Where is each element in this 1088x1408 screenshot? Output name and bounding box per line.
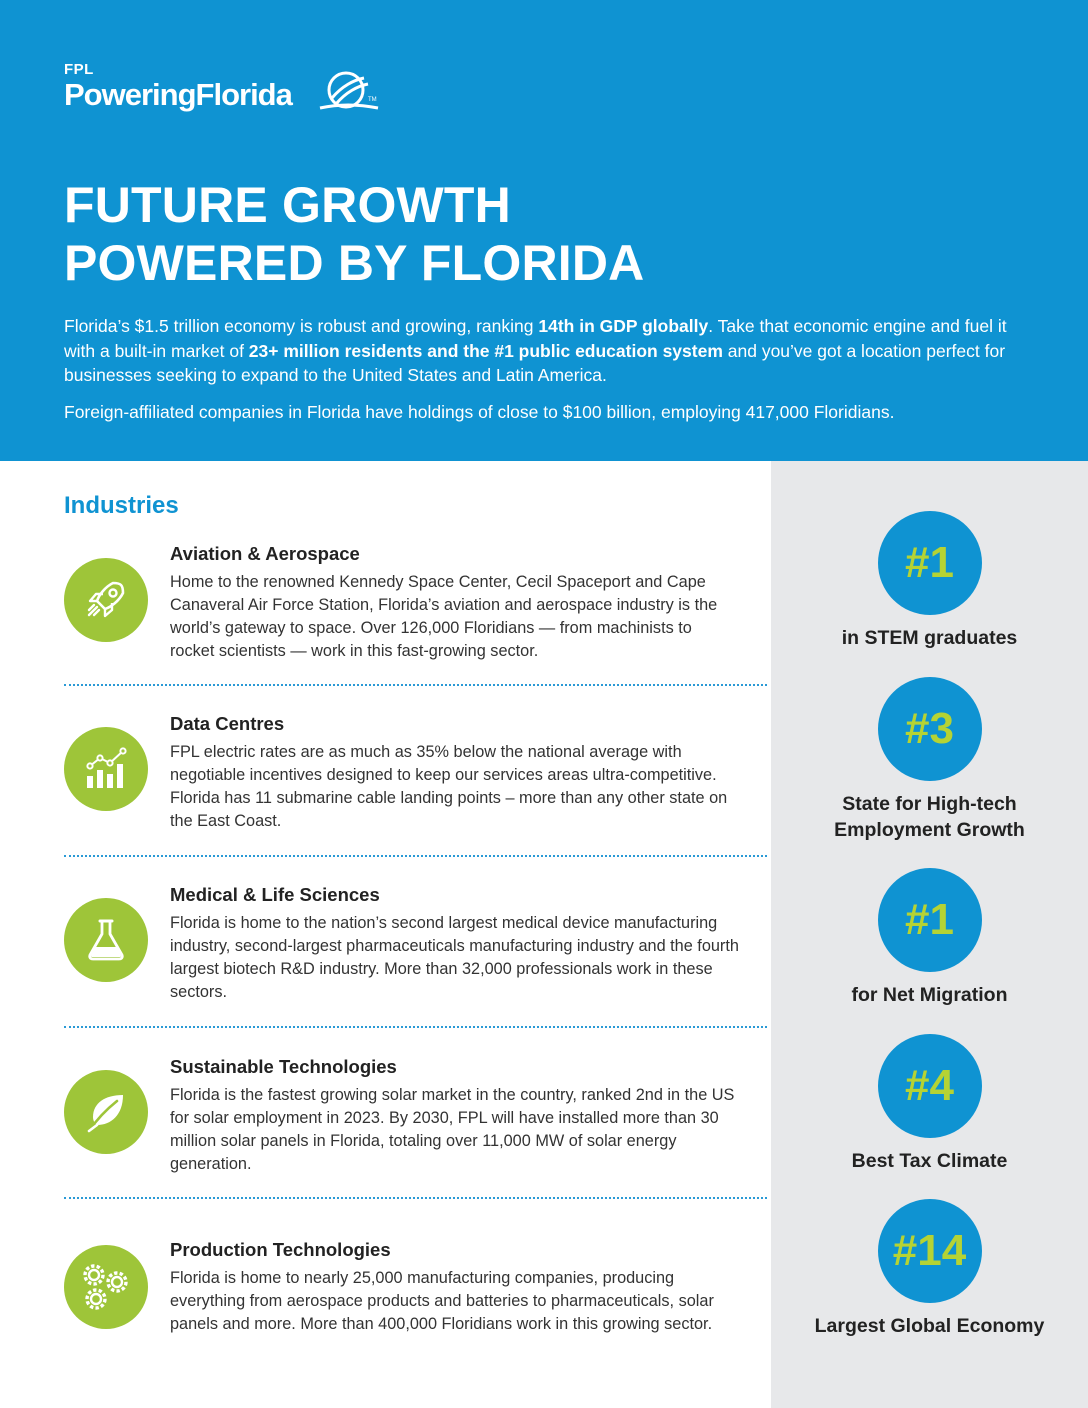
- page-title: FUTURE GROWTH POWERED BY FLORIDA: [64, 176, 644, 292]
- rocket-icon: [64, 558, 148, 642]
- stat-label: in STEM graduates: [841, 627, 1018, 649]
- rank-badge: #14: [877, 1199, 982, 1303]
- industry-description: Home to the renowned Kennedy Space Cente…: [170, 573, 718, 660]
- intro-paragraph: Florida’s $1.5 trillion economy is robus…: [64, 314, 1024, 388]
- leaf-icon: [64, 1070, 148, 1154]
- foreign-investment-paragraph: Foreign-affiliated companies in Florida …: [64, 402, 895, 422]
- industry-title: Sustainable Technologies: [170, 1056, 397, 1077]
- flask-icon: [64, 898, 148, 982]
- trademark: TM: [368, 97, 377, 103]
- stat-migration: #1 for Net Migration: [771, 868, 1088, 1008]
- stats-sidebar: #1 in STEM graduates #3 State for High-t…: [771, 461, 1088, 1408]
- industry-description: FPL electric rates are as much as 35% be…: [170, 743, 728, 830]
- title-line-2: POWERED BY FLORIDA: [64, 235, 645, 291]
- title-line-1: FUTURE GROWTH: [64, 177, 511, 233]
- gears-icon: [64, 1245, 148, 1329]
- stat-label: Best Tax Climate: [851, 1150, 1008, 1172]
- industry-description: Florida is the fastest growing solar mar…: [170, 1086, 735, 1173]
- intro-text-e: and you’ve got a location perfect for bu…: [64, 340, 1006, 386]
- fpl-logo: FPL PoweringFlorida TM: [64, 61, 379, 112]
- stat-hightech: #3 State for High-tech Employment Growth: [771, 677, 1088, 843]
- section-divider: [64, 855, 767, 857]
- industries-heading: Industries: [64, 492, 179, 519]
- hero-banner: FPL PoweringFlorida TM FUTURE GROWTH POW…: [0, 0, 1088, 461]
- industry-title: Production Technologies: [170, 1239, 391, 1260]
- stat-label: Largest Global Economy: [814, 1315, 1045, 1337]
- stat-label: State for High-tech Employment Growth: [834, 793, 1025, 841]
- rank-badge: #1: [877, 511, 982, 615]
- section-divider: [64, 684, 767, 686]
- stat-label: for Net Migration: [851, 984, 1008, 1006]
- rank-badge: #4: [877, 1034, 982, 1138]
- stat-economy: #14 Largest Global Economy: [771, 1199, 1088, 1339]
- intro-text-a: Florida’s $1.5 trillion economy is robus…: [64, 316, 539, 336]
- industry-title: Aviation & Aerospace: [170, 543, 360, 564]
- stat-tax: #4 Best Tax Climate: [771, 1034, 1088, 1174]
- stat-stem: #1 in STEM graduates: [771, 511, 1088, 651]
- logo-brand-small: FPL: [64, 61, 94, 78]
- rank-badge: #3: [877, 677, 982, 781]
- industry-description: Florida is home to the nation’s second l…: [170, 914, 739, 1001]
- intro-text-c: . Take that economic engine and fuel it …: [64, 316, 1007, 361]
- industry-title: Data Centres: [170, 713, 285, 734]
- rank-badge: #1: [877, 868, 982, 972]
- industry-title: Medical & Life Sciences: [170, 884, 380, 905]
- logo-brand-main: PoweringFlorida: [64, 77, 293, 112]
- industry-description: Florida is home to nearly 25,000 manufac…: [170, 1269, 714, 1333]
- intro-highlight-gdp: 14th in GDP globally: [538, 316, 709, 336]
- intro-highlight-residents: 23+ million residents and the #1 public …: [248, 340, 723, 361]
- section-divider: [64, 1197, 767, 1199]
- sun-swoosh-icon: TM: [319, 71, 379, 110]
- section-divider: [64, 1026, 767, 1028]
- bar-chart-icon: [64, 727, 148, 811]
